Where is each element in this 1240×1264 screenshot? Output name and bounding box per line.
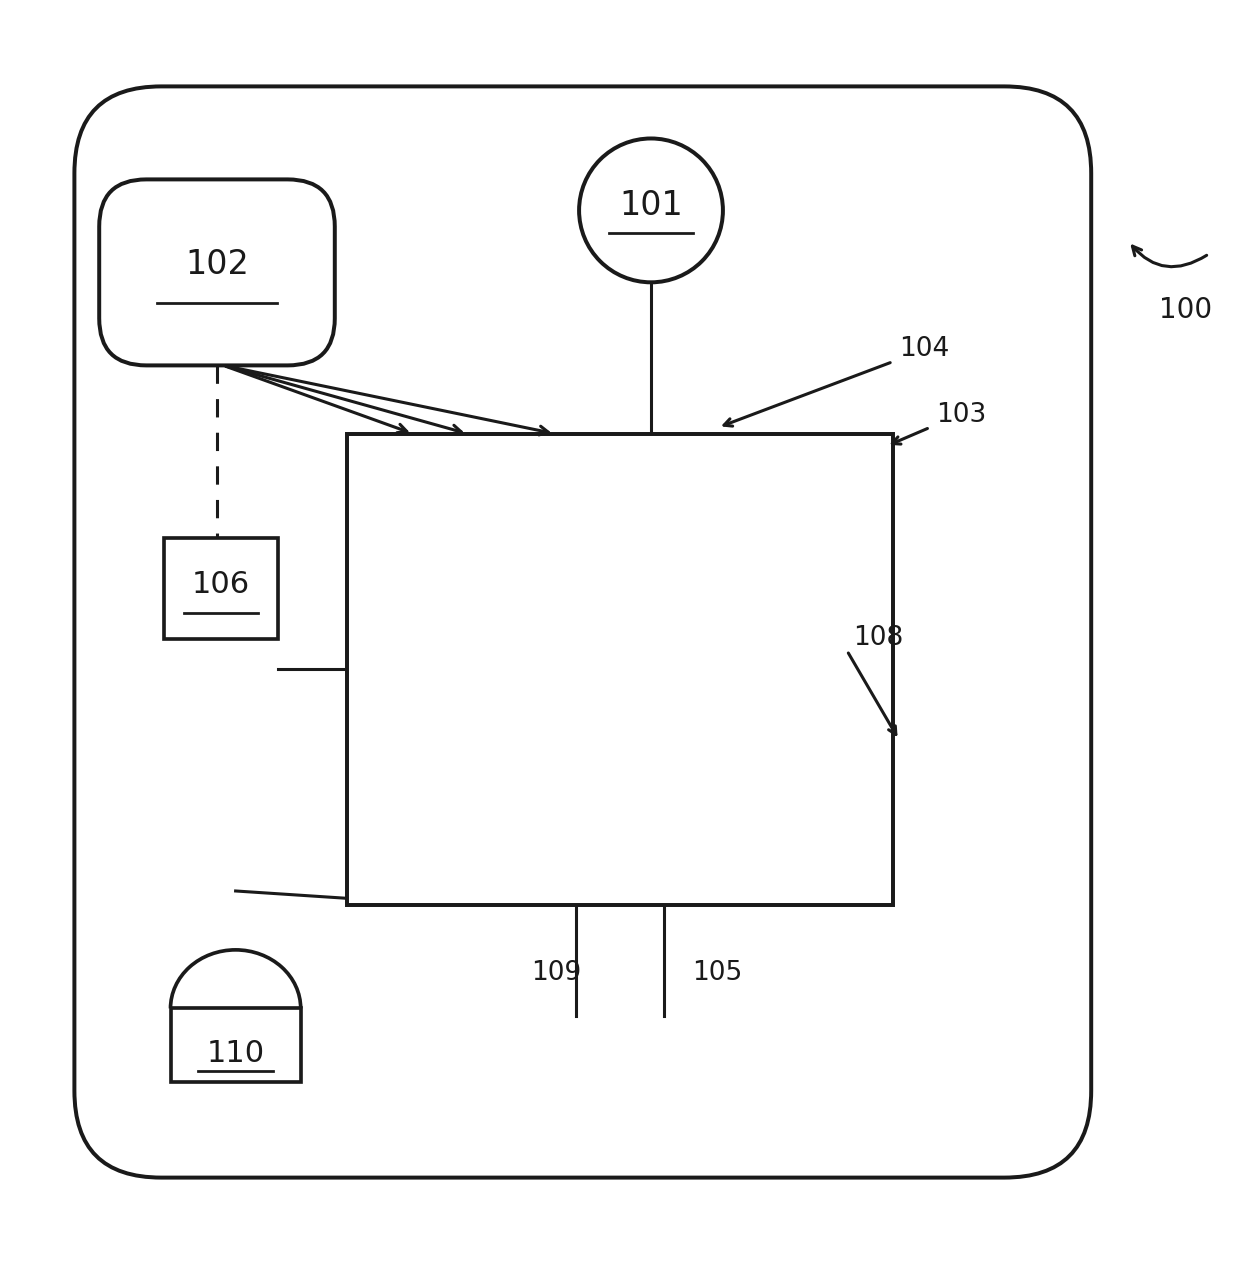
Text: 110: 110 — [207, 1039, 264, 1068]
Text: 101: 101 — [619, 188, 683, 222]
Bar — [164, 537, 278, 640]
Text: 100: 100 — [1159, 296, 1213, 324]
Text: 106: 106 — [192, 570, 249, 599]
Text: 108: 108 — [853, 626, 904, 651]
Bar — [171, 1009, 300, 1082]
Circle shape — [579, 139, 723, 282]
Text: 103: 103 — [936, 402, 987, 428]
FancyBboxPatch shape — [74, 86, 1091, 1178]
Text: 105: 105 — [692, 959, 743, 986]
Text: 109: 109 — [531, 959, 582, 986]
Polygon shape — [171, 949, 300, 1082]
Text: 102: 102 — [185, 249, 249, 282]
FancyBboxPatch shape — [99, 179, 335, 365]
Bar — [347, 434, 893, 905]
Text: 104: 104 — [899, 336, 950, 363]
